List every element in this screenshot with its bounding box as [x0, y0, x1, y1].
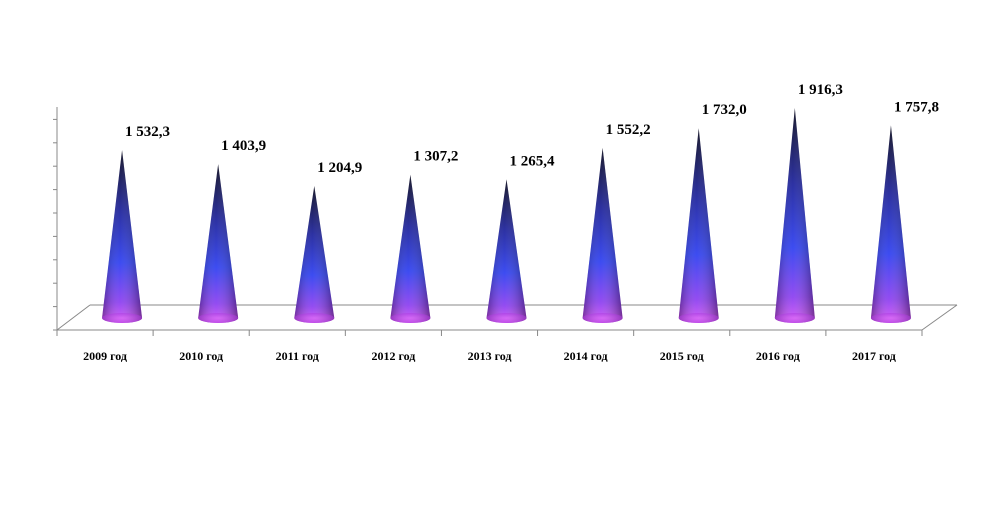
x-axis-ticks	[56, 330, 923, 336]
floor-left-edge	[56, 304, 91, 331]
data-label: 1 403,9	[221, 138, 266, 154]
data-label: 1 916,3	[798, 82, 843, 98]
x-tick-label: 2009 год	[83, 349, 127, 363]
cone-bar	[678, 128, 719, 324]
x-tick-label: 2017 год	[852, 349, 896, 363]
x-tick-label: 2015 год	[660, 349, 704, 363]
cone-bar	[390, 174, 431, 324]
data-label: 1 307,2	[413, 149, 458, 165]
data-label: 1 204,9	[317, 160, 362, 176]
cone-bar	[102, 150, 143, 324]
cone-bar	[870, 125, 911, 324]
x-tick-label: 2013 год	[468, 349, 512, 363]
data-labels: 1 532,3 1 403,9 1 204,9 1 307,2 1 265,4 1 552…	[125, 82, 939, 176]
cone-bar	[774, 108, 815, 324]
data-label: 1 732,0	[702, 102, 747, 118]
data-label: 1 532,3	[125, 124, 170, 140]
x-tick-label: 2014 год	[564, 349, 608, 363]
data-label: 1 552,2	[606, 122, 651, 138]
cone-bar	[294, 185, 335, 323]
y-axis-ticks	[53, 118, 57, 331]
cone-bar	[486, 179, 527, 324]
x-tick-label: 2012 год	[371, 349, 415, 363]
data-label: 1 265,4	[510, 153, 556, 169]
cone-bar	[582, 147, 623, 324]
floor-right-edge	[921, 304, 958, 331]
data-label: 1 757,8	[894, 99, 939, 115]
chart-marks	[102, 108, 911, 324]
category-labels: 2009 год 2010 год 2011 год 2012 год 2013 год…	[83, 349, 896, 363]
cone-bar	[198, 164, 239, 324]
x-tick-label: 2010 год	[179, 349, 223, 363]
x-tick-label: 2011 год	[276, 349, 319, 363]
x-tick-label: 2016 год	[756, 349, 800, 363]
